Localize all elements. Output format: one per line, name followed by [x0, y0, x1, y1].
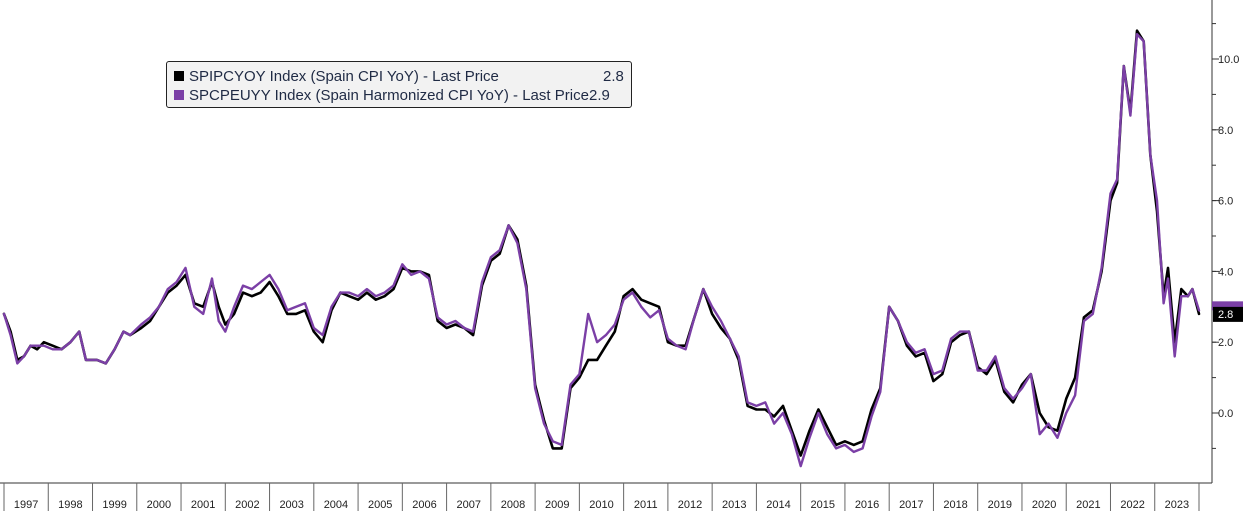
y-tick-label: 10.0	[1218, 54, 1239, 66]
y-tick-label: 2.0	[1218, 337, 1233, 349]
x-tick-label: 2008	[501, 499, 525, 511]
x-tick-label: 2018	[943, 499, 967, 511]
last-price-label: 2.8	[1218, 309, 1233, 321]
last-price-marker-spain-hicp	[1212, 301, 1243, 311]
x-tick-label: 2013	[722, 499, 746, 511]
y-axis: 10.0 8.0 6.0 4.0 2.0 0.0	[1211, 0, 1239, 483]
x-tick-label: 1998	[58, 499, 82, 511]
series-layer	[2, 29, 1201, 468]
legend-entry-spain-hicp: SPCPEUYY Index (Spain Harmonized CPI YoY…	[174, 85, 610, 105]
x-tick-label: 2001	[191, 499, 215, 511]
x-tick-label: 2003	[279, 499, 303, 511]
x-tick-label: 2020	[1032, 499, 1056, 511]
x-tick-label: 2014	[766, 499, 790, 511]
y-tick-label: 6.0	[1218, 196, 1233, 208]
last-price-layer: 2.8	[1212, 301, 1243, 322]
x-tick-label: 2019	[988, 499, 1012, 511]
x-tick-label: 2023	[1165, 499, 1189, 511]
legend-label-spain-cpi: SPIPCYOY Index (Spain CPI YoY) - Last Pr…	[189, 67, 499, 85]
x-tick-label: 2002	[235, 499, 259, 511]
legend: SPIPCYOY Index (Spain CPI YoY) - Last Pr…	[166, 61, 632, 108]
legend-swatch-spain-cpi	[174, 71, 184, 81]
y-tick-label: 8.0	[1218, 125, 1233, 137]
legend-swatch-spain-hicp	[174, 90, 184, 100]
x-tick-label: 2010	[589, 499, 613, 511]
x-tick-label: 2006	[412, 499, 436, 511]
x-tick-label: 2016	[855, 499, 879, 511]
series-line-spain-hicp	[2, 33, 1201, 468]
y-tick-label: 0.0	[1218, 408, 1233, 420]
legend-value-spain-cpi: 2.8	[603, 67, 624, 85]
x-tick-label: 2012	[678, 499, 702, 511]
last-price-marker-spain-cpi	[1213, 306, 1243, 322]
x-tick-label: 2000	[147, 499, 171, 511]
x-tick-label: 2005	[368, 499, 392, 511]
x-axis: 1997 1998 1999 2000 2001 2002 2003 2004 2005 2006…	[0, 482, 1212, 511]
x-tick-label: 2015	[811, 499, 835, 511]
x-tick-label: 1999	[102, 499, 126, 511]
x-tick-label: 2021	[1076, 499, 1100, 511]
x-tick-label: 2007	[456, 499, 480, 511]
x-tick-label: 2017	[899, 499, 923, 511]
x-tick-label: 2009	[545, 499, 569, 511]
legend-entry-spain-cpi: SPIPCYOY Index (Spain CPI YoY) - Last Pr…	[174, 66, 624, 86]
legend-value-spain-hicp: 2.9	[589, 86, 610, 104]
x-tick-label: 2011	[634, 499, 658, 511]
x-tick-label: 2004	[324, 499, 348, 511]
legend-label-spain-hicp: SPCPEUYY Index (Spain Harmonized CPI YoY…	[189, 86, 589, 104]
x-tick-label: 1997	[14, 499, 38, 511]
x-tick-label: 2022	[1120, 499, 1144, 511]
y-tick-label: 4.0	[1218, 266, 1233, 278]
